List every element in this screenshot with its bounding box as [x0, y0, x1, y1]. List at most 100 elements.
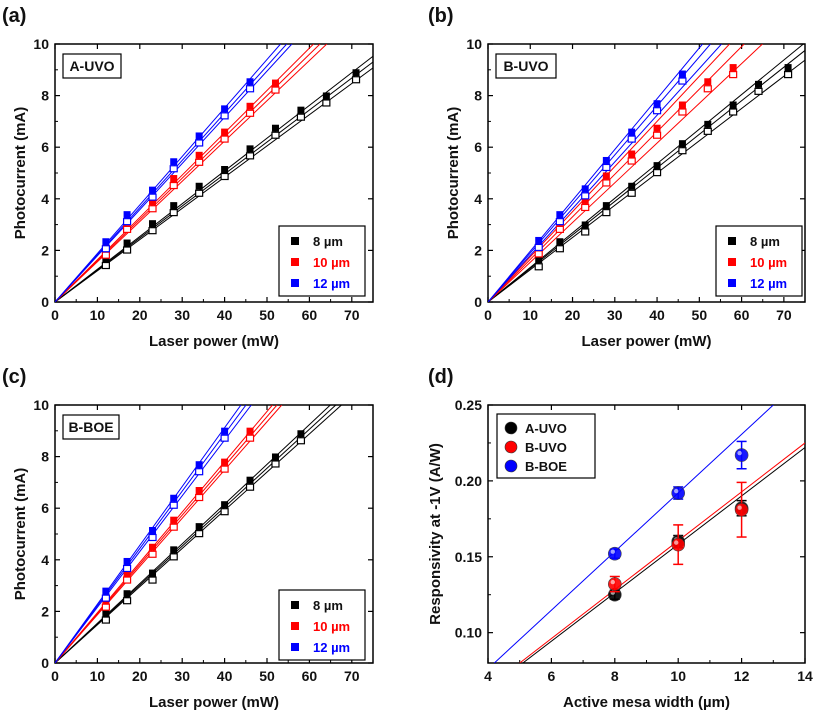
legend-marker	[291, 643, 299, 651]
x-tick-label: 8	[611, 668, 619, 684]
data-point-open	[534, 250, 543, 258]
x-tick-label: 10	[522, 307, 538, 323]
data-point-open	[220, 465, 229, 473]
data-point-open	[195, 468, 204, 476]
fit-line	[55, 405, 242, 663]
data-point-open	[703, 127, 712, 135]
legend-label: 12 µm	[313, 276, 350, 291]
panel-title: B-UVO	[503, 58, 548, 74]
data-point	[123, 557, 131, 565]
data-point-open	[729, 70, 738, 79]
data-point	[729, 64, 737, 72]
data-point-open	[169, 209, 178, 217]
fit-line	[55, 405, 278, 663]
data-point	[246, 78, 254, 86]
data-point	[628, 128, 636, 136]
data-point	[556, 238, 564, 246]
data-point-open	[351, 76, 361, 84]
legend-label: 8 µm	[313, 234, 343, 249]
x-tick-label: 30	[174, 307, 190, 323]
data-point	[195, 487, 203, 495]
data-point	[297, 106, 305, 114]
data-point-open	[101, 616, 110, 624]
data-point	[195, 182, 203, 190]
data-point-open	[322, 99, 331, 107]
fit-line	[488, 44, 711, 302]
legend-marker	[504, 421, 518, 435]
legend-label: B-BOE	[525, 459, 567, 474]
data-point	[246, 145, 254, 153]
x-tick-label: 40	[649, 307, 665, 323]
data-point	[628, 182, 636, 190]
data-point	[102, 609, 110, 617]
legend-marker	[728, 237, 736, 245]
x-tick-label: 30	[174, 668, 190, 684]
data-point	[221, 166, 229, 173]
data-point-open	[602, 179, 611, 187]
legend-label: B-UVO	[525, 440, 567, 455]
legend: 8 µm 10 µm 12 µm	[278, 225, 366, 297]
data-point-open	[652, 131, 662, 139]
y-axis-label: Photocurrent (mA)	[12, 107, 29, 240]
x-axis-label: Laser power (mW)	[581, 333, 711, 350]
legend: 8 µm 10 µm 12 µm	[715, 225, 803, 297]
data-point	[607, 577, 622, 591]
data-point-open	[148, 576, 157, 584]
data-point	[170, 158, 178, 166]
legend-marker	[291, 622, 299, 630]
data-point	[149, 220, 157, 228]
data-point-open	[245, 152, 255, 160]
fit-line	[55, 44, 314, 302]
fit-line	[55, 405, 331, 663]
legend: 8 µm 10 µm 12 µm	[278, 589, 366, 661]
plot-area	[494, 405, 805, 663]
panel-tag: (b)	[428, 5, 454, 27]
data-point	[221, 105, 229, 113]
data-point	[123, 569, 131, 577]
x-tick-label: 10	[670, 668, 686, 684]
data-point-open	[652, 169, 662, 177]
data-point-open	[296, 437, 306, 445]
x-tick-label: 0	[51, 668, 59, 684]
fit-line	[494, 405, 774, 663]
x-tick-label: 60	[302, 668, 318, 684]
data-point	[271, 124, 279, 132]
data-point	[535, 236, 543, 244]
data-point	[602, 202, 610, 210]
x-tick-label: 70	[776, 307, 792, 323]
data-point	[352, 69, 360, 77]
data-point-open	[245, 85, 255, 93]
data-point-highlight	[610, 549, 615, 554]
x-tick-label: 50	[259, 668, 275, 684]
legend: A-UVO B-UVO B-BOE	[496, 413, 596, 479]
data-point	[581, 196, 589, 204]
data-point-open	[220, 172, 229, 181]
legend-marker	[728, 279, 736, 287]
data-point-open	[555, 218, 564, 226]
y-tick-label: 0	[41, 294, 49, 310]
data-point	[729, 101, 737, 109]
data-point-open	[581, 203, 590, 212]
data-point-open	[148, 533, 157, 542]
y-tick-label: 2	[41, 242, 49, 258]
data-point	[170, 202, 178, 210]
y-tick-label: 0.15	[455, 549, 482, 565]
data-point	[671, 486, 686, 500]
legend-label: 10 µm	[313, 619, 350, 634]
data-point	[221, 501, 229, 509]
x-tick-label: 70	[344, 307, 360, 323]
data-point	[704, 78, 712, 86]
legend-label: 12 µm	[750, 276, 787, 291]
data-point-open	[220, 112, 229, 120]
data-point	[149, 527, 157, 534]
data-point-open	[122, 218, 132, 226]
y-tick-label: 10	[33, 36, 49, 52]
data-point	[671, 537, 686, 552]
x-tick-label: 12	[734, 668, 750, 684]
y-tick-label: 2	[474, 242, 482, 258]
data-point	[322, 92, 330, 100]
data-point	[581, 185, 589, 193]
data-point	[170, 175, 178, 183]
data-point-open	[245, 483, 255, 491]
